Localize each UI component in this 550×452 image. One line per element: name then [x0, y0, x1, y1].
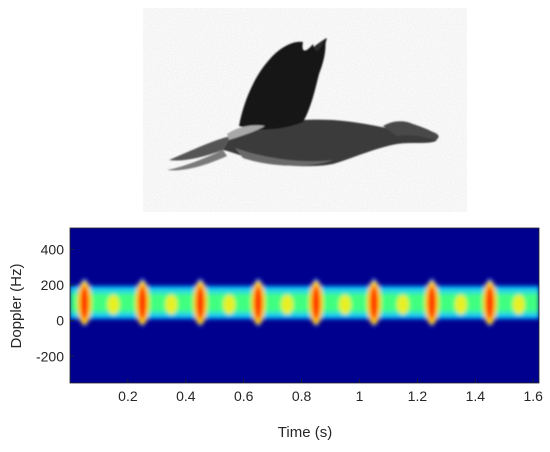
- minor-peak-4: [339, 294, 352, 315]
- y-tick-label: 400: [41, 241, 65, 257]
- y-tick-label: 200: [41, 277, 65, 293]
- goose-photo: [143, 8, 467, 212]
- spectrogram-heatmap: [70, 278, 539, 326]
- band-inner: [70, 290, 539, 315]
- y-tick-label: -200: [36, 348, 64, 364]
- x-tick-label: 0.4: [176, 388, 196, 404]
- x-tick-label: 1.2: [408, 388, 428, 404]
- plot-frame: [69, 227, 540, 384]
- minor-peak-5: [396, 294, 409, 315]
- minor-peak-6: [454, 294, 467, 315]
- major-peak-7: [482, 280, 497, 325]
- y-axis: 400 200 0 -200: [36, 241, 74, 364]
- minor-peak-2: [223, 294, 236, 315]
- y-tick-label: 0: [56, 313, 64, 329]
- minor-peak-1: [165, 294, 178, 315]
- x-tick-label: 1.6: [523, 388, 543, 404]
- goose-icon: [167, 38, 439, 171]
- x-tick-label: 0.2: [118, 388, 138, 404]
- x-tick-label: 0.8: [292, 388, 312, 404]
- spectrogram-chart: 0.2 0.4 0.6 0.8 1 1.2 1.4 1.6 400 200 0 -200 Time …: [8, 227, 543, 441]
- major-peak-5: [366, 280, 381, 325]
- major-peak-3: [251, 280, 266, 325]
- y-axis-label: Doppler (Hz): [8, 263, 25, 348]
- major-peak-6: [424, 280, 439, 325]
- x-tick-label: 1.4: [466, 388, 486, 404]
- minor-peak-0: [107, 294, 120, 315]
- major-peak-2: [193, 280, 208, 325]
- minor-peak-7: [512, 294, 525, 315]
- x-axis: 0.2 0.4 0.6 0.8 1 1.2 1.4 1.6: [118, 379, 543, 404]
- x-tick-label: 0.6: [234, 388, 254, 404]
- x-tick-label: 1: [356, 388, 364, 404]
- major-peak-0: [77, 280, 92, 325]
- major-peak-1: [135, 280, 150, 325]
- major-peak-4: [309, 280, 324, 325]
- x-axis-label: Time (s): [278, 424, 332, 441]
- minor-peak-3: [281, 294, 294, 315]
